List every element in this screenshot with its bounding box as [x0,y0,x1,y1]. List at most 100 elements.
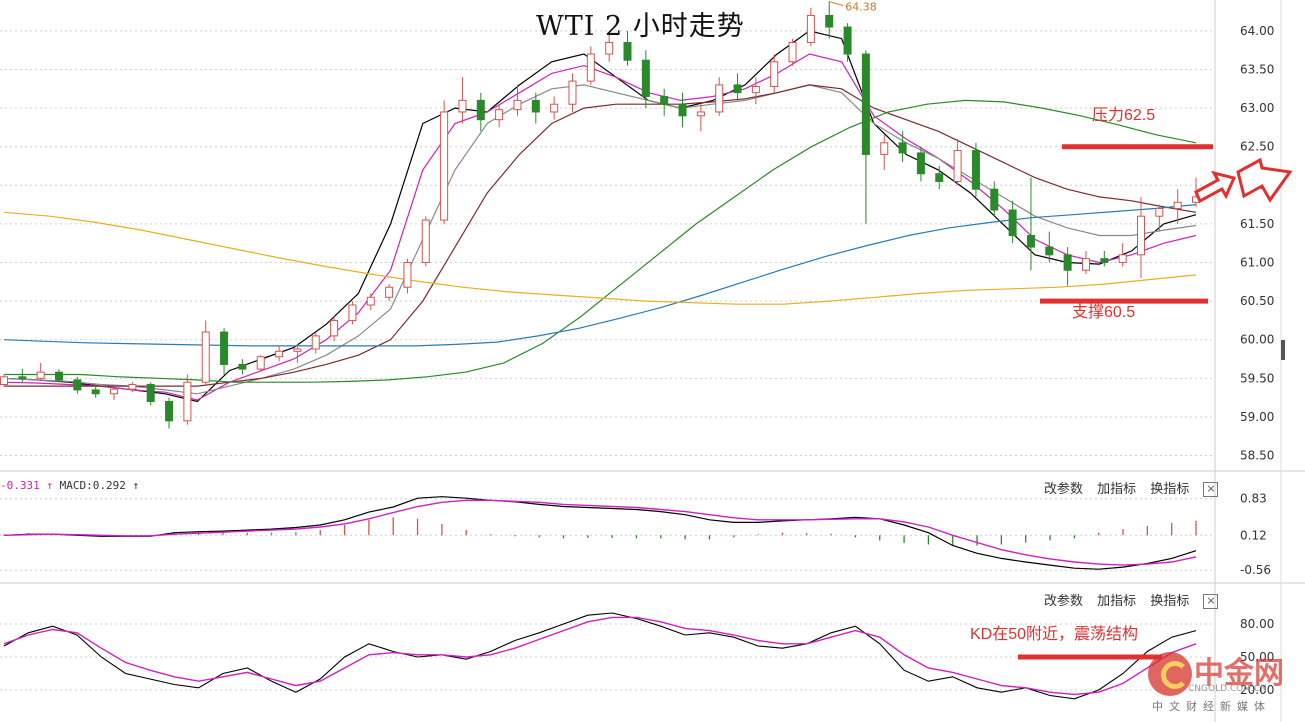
kd-toolbar: 改参数 加指标 换指标 × [1044,590,1219,609]
candle-body [806,14,815,43]
candle-body [183,381,192,422]
y-tick-label: 58.50 [1240,449,1274,463]
scrollbar-thumb [1281,340,1285,360]
change-params-button[interactable]: 改参数 [1044,594,1084,609]
candle-body [605,41,614,55]
candle-body [0,376,8,386]
breakout-arrow-icon [1194,170,1237,204]
candle-body [678,103,687,117]
candle-body [696,111,705,117]
candle-body [1026,235,1035,248]
macd-arrow: ↑ [132,479,140,492]
y-tick-label: 63.00 [1240,101,1274,115]
candle-body [550,103,559,113]
add-indicator-button[interactable]: 加指标 [1097,482,1137,497]
logo-subtitle: 中文财经新媒体 [1152,700,1271,713]
candle-body [110,388,119,395]
resistance-annotation: 压力62.5 [1092,107,1156,124]
candle-body [220,331,229,365]
moving-average-line [4,84,1197,387]
y-tick-label: -0.56 [1240,563,1271,577]
candle-body [1081,258,1090,271]
high-marker-line [829,1,844,7]
candle-body [825,14,834,28]
candle-body [311,335,320,350]
macd-dif-line [3,496,1197,570]
candle-body [1173,201,1182,209]
add-indicator-button[interactable]: 加指标 [1097,594,1137,609]
y-tick-label: 20.00 [1240,683,1274,697]
candle-body [330,319,339,337]
dif-value: -0.331 [0,479,40,492]
y-tick-label: 0.12 [1240,528,1267,542]
y-tick-label: 50.00 [1240,650,1274,664]
candle-body [513,99,522,111]
candle-body [1100,258,1109,264]
y-tick-label: 80.00 [1240,617,1274,631]
candle-body [91,389,100,395]
candle-body [165,401,174,422]
candle-body [1118,254,1127,264]
y-tick-label: 59.50 [1240,371,1274,385]
candle-body [55,371,64,381]
candle-body [568,80,577,105]
candle-body [275,350,284,358]
switch-indicator-button[interactable]: 换指标 [1150,482,1190,497]
candle-body [238,363,247,370]
y-tick-label: 64.00 [1240,24,1274,38]
candle-body [476,99,485,121]
candle-body [1136,215,1145,256]
chart-title: WTI 2 小时走势 [536,11,745,42]
candle-body [916,152,925,175]
change-params-button[interactable]: 改参数 [1044,482,1084,497]
candle-body [788,41,797,63]
candle-body [953,150,962,182]
macd-legend: -0.331 ↑ MACD:0.292 ↑ [0,479,139,492]
candle-body [990,188,999,211]
candle-body [1155,207,1164,217]
macd-toolbar: 改参数 加指标 换指标 × [1044,478,1219,497]
candle-body [1063,254,1072,271]
dif-arrow: ↑ [46,479,53,492]
candle-body [366,296,375,306]
y-tick-label: 60.00 [1240,333,1274,347]
candle-body [36,371,45,379]
candle-body [256,356,265,370]
y-tick-label: 0.83 [1240,492,1267,506]
candle-body [495,109,504,121]
candle-body [18,376,27,379]
candle-body [531,99,540,113]
candle-body [733,84,742,94]
candle-body [715,84,724,113]
candle-body [348,304,357,321]
candle-body [751,85,760,94]
candle-body [971,150,980,190]
candle-body [660,96,669,105]
logo-mark-icon [1148,652,1192,696]
moving-average-line [3,211,1197,305]
candle-body [201,331,210,383]
candle-body [385,286,394,298]
candle-body [770,61,779,87]
candle-body [586,53,595,82]
candle-body [843,26,852,55]
k-line [3,612,1197,700]
candle-body [421,219,430,264]
candle-body [880,142,889,155]
candle-body [403,262,412,288]
macd-value: MACD:0.292 [59,479,126,492]
close-icon[interactable]: × [1203,482,1219,497]
close-icon[interactable]: × [1203,594,1219,609]
switch-indicator-button[interactable]: 换指标 [1150,594,1190,609]
candle-body [458,99,467,113]
y-tick-label: 61.00 [1240,256,1274,270]
y-tick-label: 62.50 [1240,140,1274,154]
logo-text-cn: 中金网 [1194,656,1284,691]
candle-body [440,111,449,221]
cngold-logo: 中金网 CNGOLD.COM.CN 中文财经新媒体 [1140,648,1305,722]
macd-dea-line [3,499,1197,566]
y-tick-label: 60.50 [1240,294,1274,308]
candle-body [128,384,137,390]
